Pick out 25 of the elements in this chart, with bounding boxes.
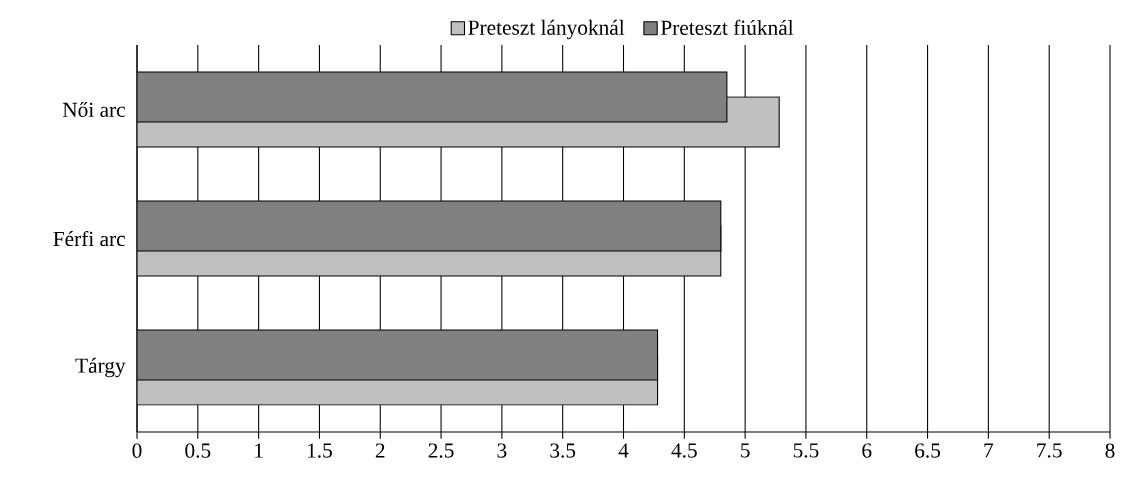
x-tick-label: 3.5	[550, 443, 576, 458]
x-tick-label: 7	[984, 443, 994, 458]
x-tick-label: 8	[1105, 443, 1115, 458]
x-tick-label: 5	[741, 443, 750, 458]
legend-label: Preteszt fiúknál	[660, 19, 794, 35]
legend-label: Preteszt lányoknál	[468, 19, 625, 40]
x-tick-label: 5.5	[793, 443, 819, 458]
x-tick-label: 0	[132, 443, 142, 458]
x-tick-label: 2.5	[428, 443, 454, 458]
x-tick-label: 1.5	[307, 443, 332, 458]
x-tick-label: 0.5	[185, 443, 211, 458]
x-tick-label: 7.5	[1037, 443, 1062, 458]
y-tick-label: Női arc	[62, 101, 125, 118]
x-tick-label: 1	[255, 443, 263, 458]
bar	[137, 200, 722, 252]
x-tick-label: 4	[618, 443, 629, 458]
x-tick-label: 6	[862, 443, 872, 458]
x-tick-label: 6.5	[915, 443, 941, 458]
x-tick-label: 2	[375, 443, 385, 458]
y-tick-label: Tárgy	[75, 357, 126, 378]
bar	[137, 329, 659, 381]
y-tick-label: Férfi arc	[53, 230, 125, 247]
x-tick-label: 3	[497, 443, 507, 458]
bar	[137, 71, 728, 123]
x-tick-label: 4.5	[671, 443, 697, 458]
